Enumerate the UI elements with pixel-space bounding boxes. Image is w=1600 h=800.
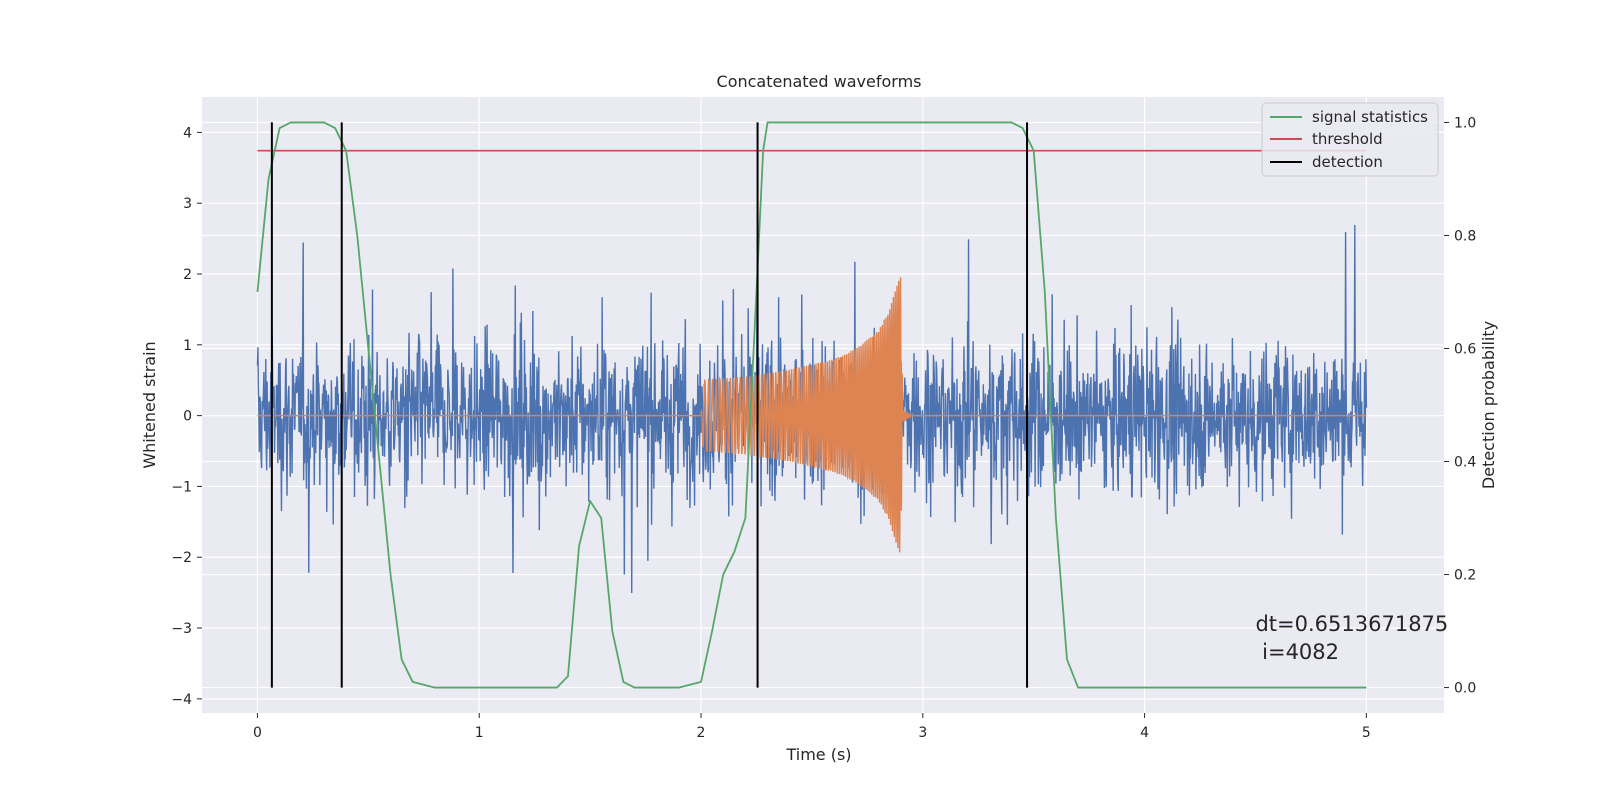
legend-label-signal-statistics: signal statistics: [1312, 108, 1428, 126]
left-tick-label: 3: [183, 196, 192, 212]
right-tick-label: 0.2: [1454, 568, 1476, 584]
right-tick-label: 0.6: [1454, 341, 1476, 357]
right-y-axis-label: Detection probability: [1479, 321, 1498, 489]
x-tick-label: 2: [697, 725, 706, 741]
x-tick-label: 1: [475, 725, 484, 741]
left-gridlines: [202, 131, 1444, 700]
x-tick-label: 3: [918, 725, 927, 741]
left-tick-label: 4: [183, 125, 192, 141]
left-tick-label: −2: [171, 550, 192, 566]
left-y-axis-label: Whitened strain: [140, 341, 159, 468]
left-tick-label: 0: [183, 409, 192, 425]
left-tick-label: 1: [183, 338, 192, 354]
detection-lines: [270, 122, 1029, 688]
legend-item-signal-statistics: signal statistics: [1270, 108, 1428, 126]
left-tick-label: −4: [171, 692, 192, 708]
x-axis-label: Time (s): [785, 745, 851, 764]
x-tick-label: 5: [1362, 725, 1371, 741]
left-tick-label: −3: [171, 621, 192, 637]
legend-item-detection: detection: [1270, 153, 1383, 171]
right-tick-label: 0.0: [1454, 681, 1476, 697]
x-axis-ticks: 0 1 2 3 4 5: [253, 713, 1371, 741]
x-tick-label: 4: [1140, 725, 1149, 741]
right-axis-ticks: 0.0 0.2 0.4 0.6 0.8 1.0: [1444, 115, 1476, 697]
legend-box: [1261, 102, 1439, 177]
legend-label-threshold: threshold: [1312, 130, 1383, 148]
chart-title: Concatenated waveforms: [717, 72, 922, 91]
left-tick-label: 2: [183, 267, 192, 283]
right-tick-label: 1.0: [1454, 115, 1476, 131]
x-tick-label: 0: [253, 725, 262, 741]
left-tick-label: −1: [171, 479, 192, 495]
annotation-dt: dt=0.6513671875: [1255, 612, 1448, 636]
right-tick-label: 0.4: [1454, 455, 1476, 471]
right-tick-label: 0.8: [1454, 228, 1476, 244]
series-injected-waveform: [257, 277, 1367, 553]
legend-label-detection: detection: [1312, 153, 1383, 171]
legend-item-threshold: threshold: [1270, 130, 1383, 148]
annotation-index: i=4082: [1255, 640, 1339, 664]
legend: signal statistics threshold detection: [1261, 102, 1439, 177]
left-axis-ticks: −4 −3 −2 −1 0 1 2 3 4: [171, 125, 202, 708]
